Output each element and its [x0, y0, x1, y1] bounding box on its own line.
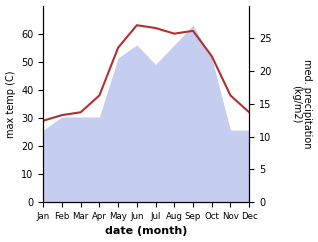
Y-axis label: med. precipitation
(kg/m2): med. precipitation (kg/m2) — [291, 59, 313, 149]
Y-axis label: max temp (C): max temp (C) — [5, 70, 16, 138]
X-axis label: date (month): date (month) — [105, 227, 187, 236]
